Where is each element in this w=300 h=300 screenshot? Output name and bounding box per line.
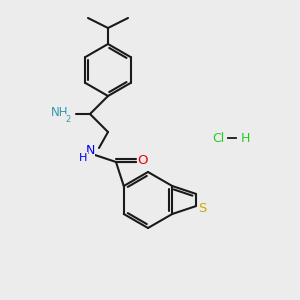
Text: H: H (79, 153, 87, 163)
Text: S: S (199, 202, 207, 215)
Text: O: O (138, 154, 148, 167)
Text: Cl: Cl (212, 131, 224, 145)
Text: NH: NH (51, 106, 69, 118)
Text: N: N (85, 143, 95, 157)
Text: 2: 2 (65, 115, 70, 124)
Text: H: H (240, 131, 250, 145)
